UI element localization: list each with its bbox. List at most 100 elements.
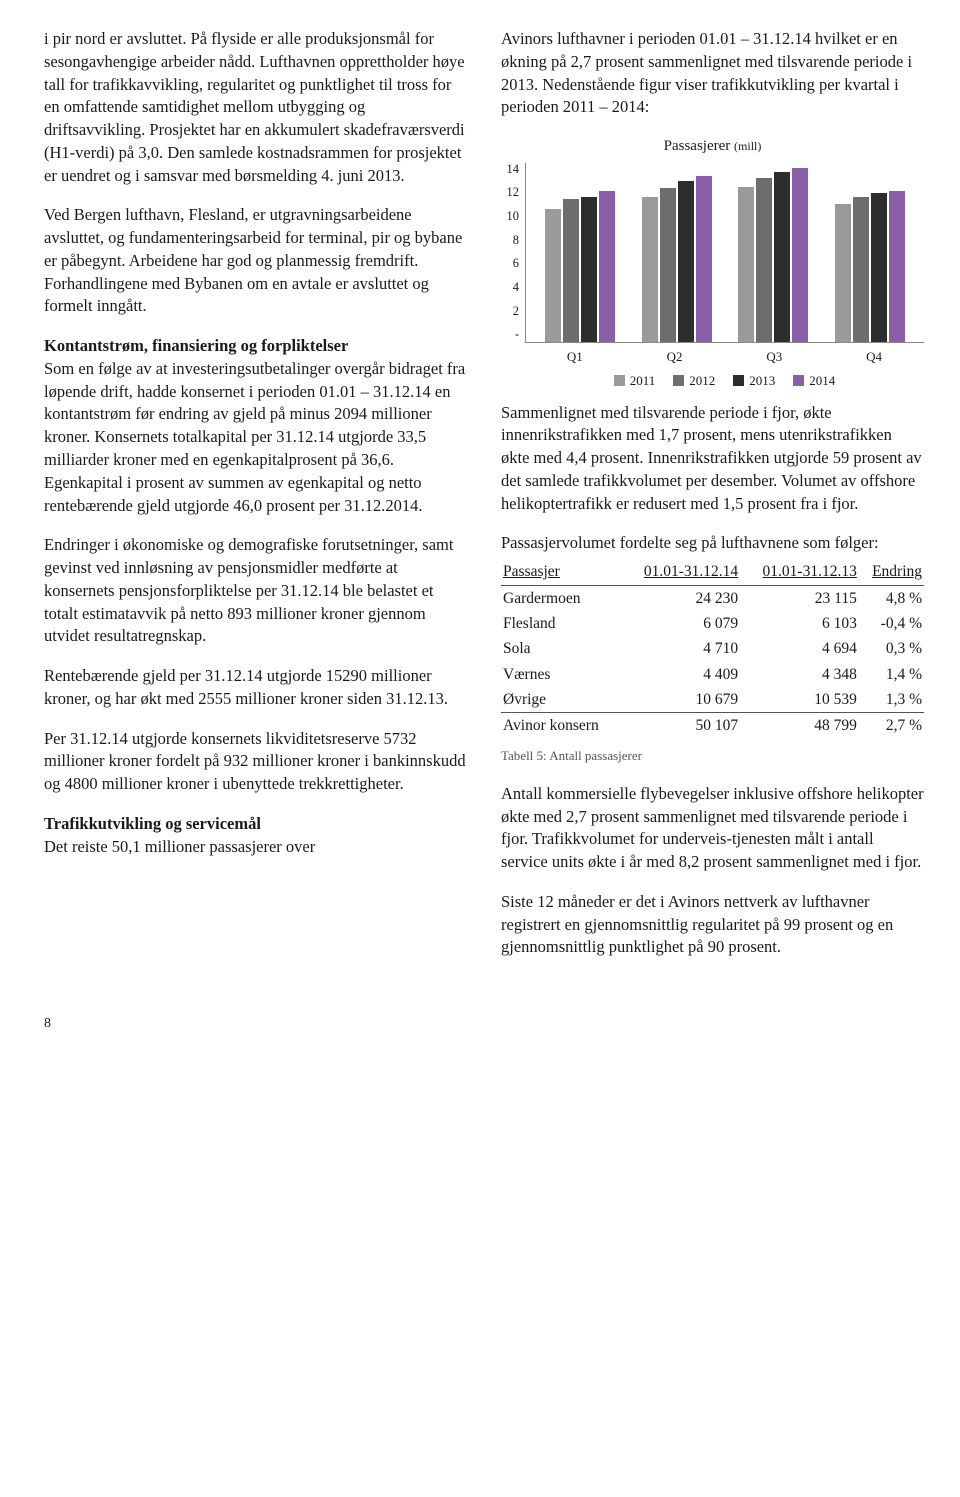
passenger-table: Passasjer01.01-31.12.1401.01-31.12.13End… bbox=[501, 559, 924, 739]
legend-label: 2014 bbox=[809, 372, 835, 390]
chart-bar bbox=[642, 197, 658, 341]
table-row: Avinor konsern50 10748 7992,7 % bbox=[501, 713, 924, 739]
chart-bar bbox=[792, 168, 808, 342]
body-paragraph: Passasjervolumet fordelte seg på lufthav… bbox=[501, 532, 924, 555]
chart-bar bbox=[599, 191, 615, 342]
body-paragraph: Ved Bergen lufthavn, Flesland, er utgrav… bbox=[44, 204, 467, 318]
chart-bar bbox=[738, 187, 754, 342]
chart-title: Passasjerer (mill) bbox=[501, 136, 924, 157]
table-header-cell: Passasjer bbox=[501, 559, 621, 585]
chart-bar bbox=[889, 191, 905, 342]
table-cell: 4 694 bbox=[740, 636, 859, 661]
table-cell: 10 679 bbox=[621, 687, 740, 713]
table-cell: Øvrige bbox=[501, 687, 621, 713]
table-cell: Flesland bbox=[501, 611, 621, 636]
passenger-chart: Passasjerer (mill) 1412108642- Q1Q2Q3Q4 … bbox=[501, 136, 924, 390]
table-cell: Sola bbox=[501, 636, 621, 661]
chart-group bbox=[532, 163, 629, 342]
chart-legend-item: 2012 bbox=[673, 372, 715, 390]
table-cell: 48 799 bbox=[740, 713, 859, 739]
table-cell: 2,7 % bbox=[859, 713, 924, 739]
table-cell: 4 710 bbox=[621, 636, 740, 661]
table-cell: 4 348 bbox=[740, 662, 859, 687]
body-paragraph: Trafikkutvikling og servicemål Det reist… bbox=[44, 813, 467, 859]
section-heading: Kontantstrøm, finansiering og forpliktel… bbox=[44, 336, 348, 355]
chart-bar bbox=[871, 193, 887, 341]
right-column: Avinors lufthavner i perioden 01.01 – 31… bbox=[501, 28, 924, 976]
chart-y-axis: 1412108642- bbox=[501, 163, 525, 343]
chart-group bbox=[822, 163, 919, 342]
table-cell: 0,3 % bbox=[859, 636, 924, 661]
chart-legend-item: 2014 bbox=[793, 372, 835, 390]
table-cell: 23 115 bbox=[740, 585, 859, 611]
table-cell: 10 539 bbox=[740, 687, 859, 713]
chart-bar bbox=[853, 197, 869, 341]
chart-bar bbox=[660, 188, 676, 341]
chart-bar bbox=[756, 178, 772, 342]
legend-swatch bbox=[673, 375, 684, 386]
section-heading: Trafikkutvikling og servicemål bbox=[44, 814, 261, 833]
chart-y-tick: 10 bbox=[507, 210, 520, 223]
table-cell: 1,4 % bbox=[859, 662, 924, 687]
left-column: i pir nord er avsluttet. På flyside er a… bbox=[44, 28, 467, 976]
chart-bar bbox=[835, 204, 851, 342]
body-paragraph: Per 31.12.14 utgjorde konsernets likvidi… bbox=[44, 728, 467, 796]
table-cell: 6 079 bbox=[621, 611, 740, 636]
chart-legend-item: 2013 bbox=[733, 372, 775, 390]
legend-swatch bbox=[733, 375, 744, 386]
body-paragraph: Rentebærende gjeld per 31.12.14 utgjorde… bbox=[44, 665, 467, 711]
chart-group bbox=[725, 163, 822, 342]
chart-bar bbox=[774, 172, 790, 342]
table-row: Flesland6 0796 103-0,4 % bbox=[501, 611, 924, 636]
chart-bar bbox=[563, 199, 579, 342]
chart-y-tick: 8 bbox=[513, 234, 519, 247]
chart-y-tick: - bbox=[515, 328, 519, 341]
table-header-cell: 01.01-31.12.13 bbox=[740, 559, 859, 585]
body-paragraph: Sammenlignet med tilsvarende periode i f… bbox=[501, 402, 924, 516]
table-cell: Avinor konsern bbox=[501, 713, 621, 739]
legend-label: 2013 bbox=[749, 372, 775, 390]
table-cell: 24 230 bbox=[621, 585, 740, 611]
body-paragraph: i pir nord er avsluttet. På flyside er a… bbox=[44, 28, 467, 187]
legend-swatch bbox=[614, 375, 625, 386]
chart-x-tick: Q4 bbox=[824, 348, 924, 366]
table-cell: 50 107 bbox=[621, 713, 740, 739]
legend-swatch bbox=[793, 375, 804, 386]
chart-legend: 2011 2012 2013 2014 bbox=[525, 372, 924, 390]
body-text: Som en følge av at investeringsutbetalin… bbox=[44, 359, 465, 515]
table-row: Gardermoen24 23023 1154,8 % bbox=[501, 585, 924, 611]
legend-label: 2011 bbox=[630, 372, 656, 390]
chart-y-tick: 2 bbox=[513, 305, 519, 318]
chart-plot bbox=[525, 163, 924, 343]
page-number: 8 bbox=[44, 1014, 924, 1033]
chart-bar bbox=[678, 181, 694, 342]
chart-x-tick: Q1 bbox=[525, 348, 625, 366]
table-row: Sola4 7104 6940,3 % bbox=[501, 636, 924, 661]
table-header-cell: Endring bbox=[859, 559, 924, 585]
body-paragraph: Avinors lufthavner i perioden 01.01 – 31… bbox=[501, 28, 924, 119]
table-cell: -0,4 % bbox=[859, 611, 924, 636]
table-row: Øvrige10 67910 5391,3 % bbox=[501, 687, 924, 713]
chart-y-tick: 6 bbox=[513, 257, 519, 270]
table-cell: 4 409 bbox=[621, 662, 740, 687]
table-cell: 1,3 % bbox=[859, 687, 924, 713]
table-cell: 6 103 bbox=[740, 611, 859, 636]
table-caption: Tabell 5: Antall passasjerer bbox=[501, 747, 924, 765]
table-cell: Gardermoen bbox=[501, 585, 621, 611]
chart-y-tick: 12 bbox=[507, 186, 520, 199]
chart-legend-item: 2011 bbox=[614, 372, 656, 390]
chart-bar bbox=[545, 209, 561, 342]
chart-x-tick: Q2 bbox=[625, 348, 725, 366]
table-cell: Værnes bbox=[501, 662, 621, 687]
chart-bar bbox=[696, 176, 712, 342]
body-text: Det reiste 50,1 millioner passasjerer ov… bbox=[44, 837, 315, 856]
chart-x-axis: Q1Q2Q3Q4 bbox=[525, 348, 924, 366]
legend-label: 2012 bbox=[689, 372, 715, 390]
table-header-cell: 01.01-31.12.14 bbox=[621, 559, 740, 585]
table-row: Værnes4 4094 3481,4 % bbox=[501, 662, 924, 687]
body-paragraph: Siste 12 måneder er det i Avinors nettve… bbox=[501, 891, 924, 959]
chart-y-tick: 14 bbox=[507, 163, 520, 176]
body-paragraph: Antall kommersielle flybevegelser inklus… bbox=[501, 783, 924, 874]
chart-x-tick: Q3 bbox=[725, 348, 825, 366]
chart-bar bbox=[581, 197, 597, 341]
